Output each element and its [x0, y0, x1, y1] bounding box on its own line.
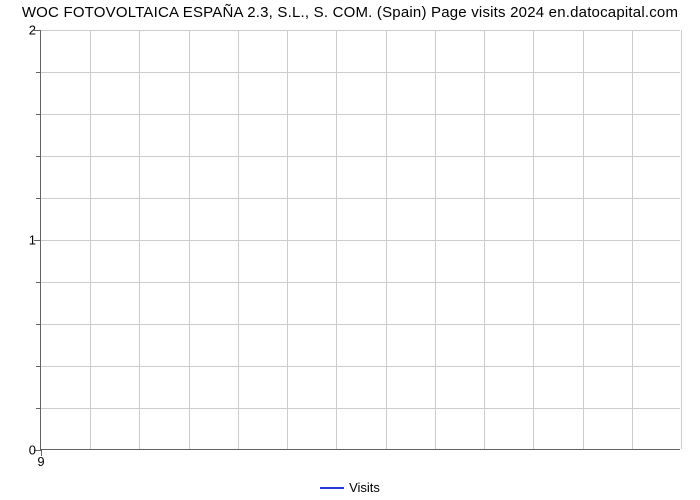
gridline-vertical [238, 30, 239, 449]
gridline-vertical [336, 30, 337, 449]
gridline-horizontal [41, 72, 680, 73]
ytick-minor [36, 114, 41, 115]
gridline-vertical [139, 30, 140, 449]
ytick-minor [36, 72, 41, 73]
ytick-label: 0 [16, 443, 36, 458]
chart-container: WOC FOTOVOLTAICA ESPAÑA 2.3, S.L., S. CO… [0, 0, 700, 500]
ytick-minor [36, 282, 41, 283]
gridline-vertical [583, 30, 584, 449]
gridline-horizontal [41, 366, 680, 367]
xtick-label: 9 [37, 454, 44, 469]
ytick-minor [36, 156, 41, 157]
gridline-vertical [386, 30, 387, 449]
legend: Visits [0, 479, 700, 495]
gridline-horizontal [41, 156, 680, 157]
gridline-horizontal [41, 408, 680, 409]
ytick-label: 1 [16, 233, 36, 248]
legend-swatch-visits [320, 487, 344, 489]
gridline-horizontal [41, 30, 680, 31]
gridline-vertical [533, 30, 534, 449]
gridline-horizontal [41, 282, 680, 283]
gridline-vertical [484, 30, 485, 449]
gridline-horizontal [41, 324, 680, 325]
gridline-vertical [90, 30, 91, 449]
gridline-vertical [632, 30, 633, 449]
ytick-minor [36, 198, 41, 199]
ytick-minor [36, 324, 41, 325]
gridline-horizontal [41, 114, 680, 115]
ytick-label: 2 [16, 23, 36, 38]
legend-label-visits: Visits [349, 480, 380, 495]
chart-title: WOC FOTOVOLTAICA ESPAÑA 2.3, S.L., S. CO… [0, 4, 700, 21]
gridline-vertical [287, 30, 288, 449]
ytick-minor [36, 408, 41, 409]
gridline-horizontal [41, 240, 680, 241]
gridline-vertical [435, 30, 436, 449]
gridline-vertical [681, 30, 682, 449]
plot-area: 0129 [40, 30, 680, 450]
ytick-minor [36, 366, 41, 367]
gridline-vertical [189, 30, 190, 449]
gridline-horizontal [41, 198, 680, 199]
